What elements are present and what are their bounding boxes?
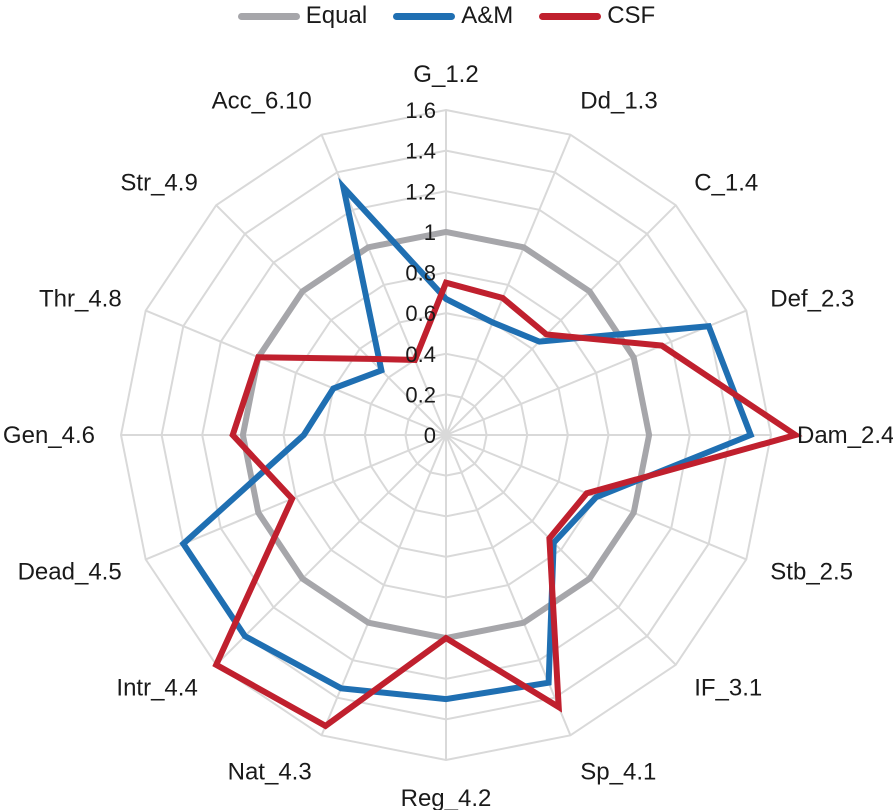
category-label: Nat_4.3 [228, 758, 312, 785]
category-label: Acc_6.10 [212, 88, 312, 115]
grid-spoke [215, 204, 447, 436]
legend-swatch-csf [539, 12, 602, 20]
radar-series [179, 177, 803, 730]
tick-label: 0.4 [405, 342, 436, 367]
legend-swatch-equal [237, 12, 300, 20]
category-label: Def_2.3 [770, 285, 854, 312]
grid-spoke [445, 204, 677, 436]
category-label: Reg_4.2 [401, 785, 492, 810]
legend-label-csf: CSF [607, 2, 656, 29]
legend-label-equal: Equal [305, 2, 368, 29]
category-label: Sp_4.1 [580, 758, 656, 785]
grid-spoke [215, 434, 447, 666]
legend-swatch-am [393, 12, 456, 20]
series-line-csf [212, 279, 803, 730]
tick-label: 0 [424, 423, 436, 448]
grid-spoke [445, 434, 677, 666]
legend-label-am: A&M [461, 2, 514, 29]
tick-label: 0.8 [405, 261, 436, 286]
tick-label: 1 [424, 220, 436, 245]
grid-spoke [145, 434, 447, 561]
category-label: Thr_4.8 [39, 285, 122, 312]
category-label: Dead_4.5 [18, 559, 122, 586]
legend-item-equal: Equal [237, 2, 368, 30]
grid-spoke [145, 309, 447, 436]
tick-label: 1.2 [405, 179, 436, 204]
series-line-a-m [179, 177, 755, 703]
category-label: Gen_4.6 [3, 422, 95, 449]
category-labels: G_1.2 Dd_1.3 C_1.4 Def_2.3 Dam_2.4 Stb_2.5 IF_… [3, 61, 893, 810]
tick-label: 0.2 [405, 382, 436, 407]
category-label: G_1.2 [413, 61, 478, 88]
legend-item-csf: CSF [539, 2, 655, 30]
tick-label: 1.6 [405, 98, 436, 123]
legend: Equal A&M CSF [0, 2, 893, 30]
tick-label: 1.4 [405, 139, 436, 164]
category-label: Dam_2.4 [797, 422, 893, 449]
category-label: Str_4.9 [120, 170, 197, 197]
legend-item-am: A&M [393, 2, 513, 30]
grid-spoke [445, 134, 572, 436]
category-label: Dd_1.3 [580, 88, 657, 115]
radial-tick-labels: 0 0.2 0.4 0.6 0.8 1 1.2 1.4 1.6 [405, 98, 436, 448]
grid-spoke [445, 309, 747, 436]
category-label: IF_3.1 [694, 674, 762, 701]
category-label: C_1.4 [694, 170, 758, 197]
tick-label: 0.6 [405, 301, 436, 326]
grid-spoke [320, 434, 447, 736]
category-label: Stb_2.5 [770, 559, 853, 586]
category-label: Intr_4.4 [116, 674, 197, 701]
